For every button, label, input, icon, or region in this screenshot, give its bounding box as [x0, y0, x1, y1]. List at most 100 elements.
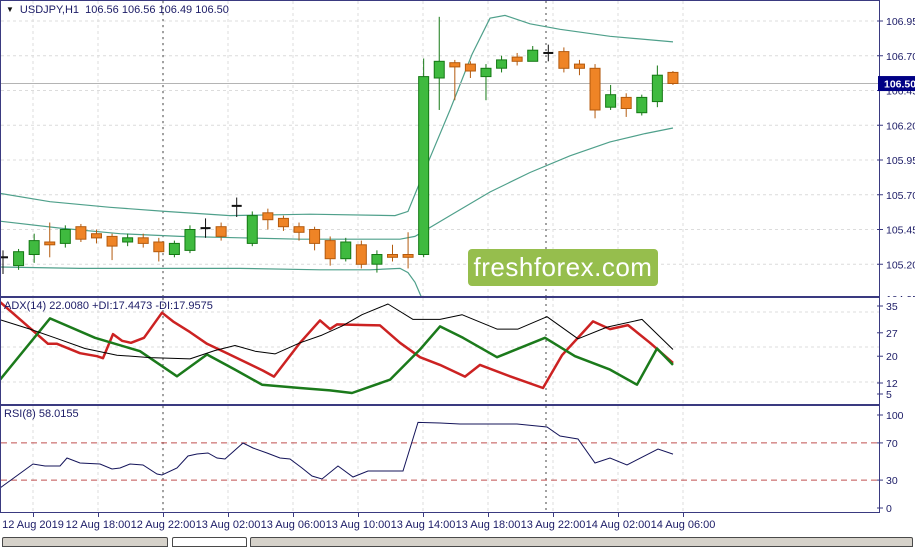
bullish-candle: [605, 84, 617, 110]
axis-tick-label: 100: [886, 410, 904, 422]
time-axis-label: 12 Aug 22:00: [130, 519, 196, 531]
time-tick: [293, 513, 294, 517]
symbol-quote-line: USDJPY,H1 106.56 106.56 106.49 106.50: [19, 4, 229, 16]
time-tick: [618, 513, 619, 517]
doji-candle: [0, 250, 8, 274]
svg-text:106.50: 106.50: [884, 79, 915, 91]
bullish-candle: [122, 233, 134, 247]
time-axis-label: 12 Aug 2019: [2, 519, 64, 531]
bollinger-lower-band: [0, 266, 422, 297]
bearish-candle: [324, 236, 336, 266]
rsi-chart[interactable]: 100 70 30 0: [0, 405, 915, 513]
time-tick: [228, 513, 229, 517]
bearish-candle: [558, 47, 570, 73]
axis-tick-label: 30: [886, 475, 898, 487]
doji-candle: [543, 44, 554, 62]
axis-tick-label: 105.45: [886, 225, 915, 237]
adx-ADX-line: [0, 303, 674, 360]
bearish-candle: [309, 226, 321, 251]
candlestick-chart[interactable]: 106.95106.70106.45106.20105.95105.70105.…: [0, 0, 915, 297]
adx-minusDI-line: [0, 301, 674, 390]
chart-tab-right[interactable]: [250, 537, 913, 547]
time-tick: [488, 513, 489, 517]
bearish-candle: [44, 222, 56, 258]
axis-tick-label: 70: [886, 438, 898, 450]
adx-indicator-panel[interactable]: 35 27 20 12 5: [0, 297, 915, 405]
bullish-candle: [433, 16, 445, 110]
bearish-candle: [153, 237, 165, 262]
time-tick: [553, 513, 554, 517]
bearish-candle: [262, 208, 274, 230]
bearish-candle: [511, 52, 523, 66]
axis-tick-label: 106.95: [886, 16, 915, 28]
bearish-candle: [620, 93, 632, 117]
bearish-candle: [75, 223, 87, 243]
time-axis-label: 13 Aug 18:00: [455, 519, 521, 531]
doji-candle: [200, 218, 211, 238]
time-tick: [163, 513, 164, 517]
time-tick: [358, 513, 359, 517]
axis-tick-label: 12: [886, 378, 898, 390]
time-tick: [683, 513, 684, 517]
adx-chart[interactable]: 35 27 20 125: [0, 297, 915, 405]
bullish-candle: [168, 240, 180, 258]
axis-tick-label: 35: [886, 301, 898, 313]
symbol-dropdown-icon[interactable]: ▼: [6, 5, 14, 14]
bullish-candle: [184, 225, 196, 254]
axis-tick-label: 5: [886, 389, 892, 401]
bearish-candle: [293, 222, 305, 241]
time-axis-label: 14 Aug 02:00: [585, 519, 651, 531]
chart-header: ▼ USDJPY,H1 106.56 106.56 106.49 106.50: [6, 4, 229, 16]
axis-tick-label: 106.70: [886, 51, 915, 63]
adx-indicator-label: ADX(14) 22.0080 +DI:17.4473 -DI:17.9575: [4, 300, 213, 312]
bullish-candle: [636, 94, 648, 116]
bullish-candle: [59, 225, 71, 248]
bearish-candle: [355, 240, 367, 269]
bearish-candle: [589, 64, 601, 119]
bullish-candle: [651, 65, 663, 108]
bearish-candle: [464, 61, 476, 78]
bearish-candle: [573, 59, 585, 76]
bollinger-middle-band: [0, 127, 674, 240]
bullish-candle: [496, 55, 508, 73]
time-axis-label: 13 Aug 22:00: [520, 519, 586, 531]
broker-watermark: freshforex.com: [468, 249, 658, 286]
bullish-candle: [246, 211, 258, 247]
bearish-candle: [277, 215, 289, 231]
bearish-candle: [449, 59, 461, 101]
time-axis-label: 14 Aug 06:00: [650, 519, 716, 531]
current-price-box: 106.50: [878, 76, 915, 92]
bullish-candle: [418, 58, 430, 258]
bearish-candle: [667, 71, 679, 85]
bearish-candle: [387, 244, 398, 262]
time-axis-label: 12 Aug 18:00: [65, 519, 131, 531]
bollinger-upper-band: [0, 14, 674, 217]
axis-tick-label: 106.20: [886, 120, 915, 132]
adx-plusDI-line: [0, 317, 674, 395]
bullish-candle: [340, 237, 352, 262]
axis-tick-label: 0: [886, 503, 892, 513]
rsi-indicator-label: RSI(8) 58.0155: [4, 408, 79, 420]
bullish-candle: [371, 250, 383, 273]
bearish-candle: [90, 229, 102, 244]
bearish-candle: [106, 233, 118, 261]
rsi-indicator-panel[interactable]: 100 70 30 0: [0, 405, 915, 513]
bearish-candle: [402, 232, 414, 269]
bullish-candle: [28, 233, 40, 263]
time-axis[interactable]: 12 Aug 2019 12 Aug 18:00 12 Aug 22:00 13 Au…: [0, 513, 915, 536]
rsi-line: [0, 421, 674, 489]
chart-tab-left[interactable]: [2, 537, 168, 547]
time-tick: [423, 513, 424, 517]
price-chart-panel[interactable]: 106.95 106.70 106.45 106.20 105.95 105.70 105.…: [0, 0, 915, 297]
doji-candle: [231, 197, 242, 217]
axis-tick-label: 104.95: [886, 294, 915, 297]
axis-tick-label: 105.95: [886, 155, 915, 167]
chart-tab-bar: [0, 536, 915, 547]
axis-tick-label: 20: [886, 351, 898, 363]
bullish-candle: [13, 248, 25, 270]
axis-tick-label: 27: [886, 328, 898, 340]
chart-tab-active[interactable]: [172, 537, 247, 547]
time-tick: [33, 513, 34, 517]
axis-tick-label: 105.20: [886, 259, 915, 271]
